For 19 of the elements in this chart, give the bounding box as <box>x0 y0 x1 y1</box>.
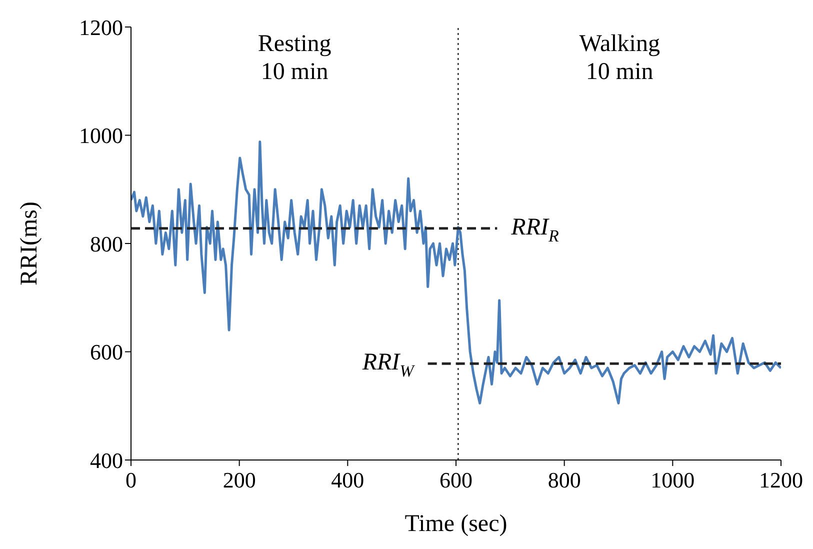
line-series <box>131 140 781 404</box>
y-tick-label: 600 <box>90 340 123 365</box>
y-tick-label: 1200 <box>79 14 123 40</box>
x-tick-label: 800 <box>548 468 581 493</box>
x-tick-label: 0 <box>126 468 136 493</box>
y-tick-label: 800 <box>90 231 123 256</box>
y-tick-label: 1000 <box>79 123 123 148</box>
y-axis-title: RRI(ms) <box>16 202 43 286</box>
annotation: Resting 10 min <box>258 31 332 85</box>
x-tick-label: 1200 <box>759 468 803 493</box>
y-tick-label: 400 <box>90 448 123 473</box>
series-label: RRI$_{R}$ <box>510 214 560 246</box>
x-tick-label: 400 <box>331 468 364 493</box>
x-axis-title: Time (sec) <box>404 511 508 537</box>
x-tick-label: 1000 <box>650 468 695 493</box>
annotation: Walking 10 min <box>579 31 660 85</box>
x-tick-label: 200 <box>222 468 256 493</box>
x-tick-label: 600 <box>440 468 472 493</box>
series-label: RRI$_{W}$ <box>361 349 416 382</box>
